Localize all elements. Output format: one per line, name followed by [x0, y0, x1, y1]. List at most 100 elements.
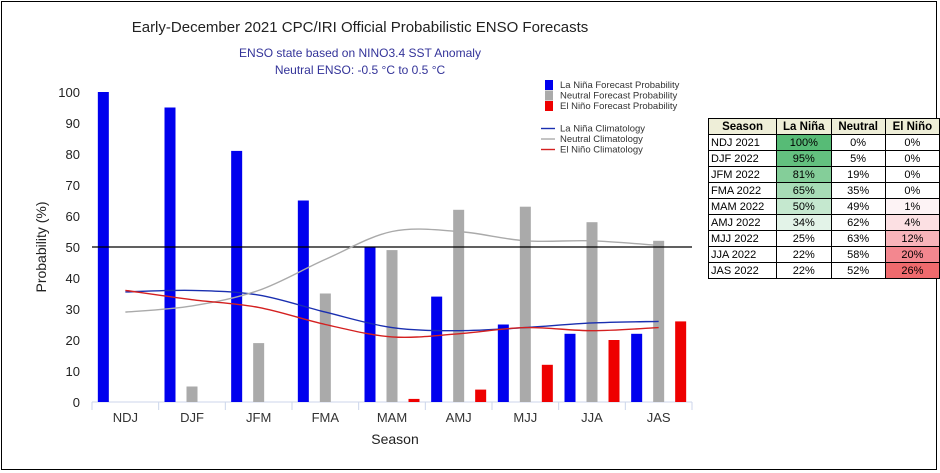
- neutral-cell: 19%: [830, 166, 886, 183]
- table-row: AMJ 2022 34% 62% 4%: [707, 214, 940, 231]
- header-neutral: Neutral: [830, 118, 886, 135]
- el-nino-cell: 0%: [884, 134, 940, 151]
- table-row: JAS 2022 22% 52% 26%: [707, 262, 940, 279]
- la-ni-a-forecast-probability-bar: [497, 324, 509, 402]
- neutral-forecast-probability-bar: [453, 209, 465, 402]
- la-ni-a-forecast-probability-bar: [631, 333, 643, 402]
- y-tick-label: 10: [66, 364, 80, 379]
- la-nina-cell: 50%: [776, 198, 832, 215]
- la-ni-a-forecast-probability-bar: [431, 296, 443, 402]
- el-ni-o-climatology-line: [125, 289, 659, 339]
- y-tick-label: 30: [66, 302, 80, 317]
- table-row: MJJ 2022 25% 63% 12%: [707, 230, 940, 247]
- la-ni-a-climatology-line: [125, 289, 659, 332]
- la-ni-a-forecast-probability-bar: [231, 150, 243, 402]
- la-nina-cell: 100%: [776, 134, 832, 151]
- header-season: Season: [707, 118, 778, 135]
- plot-area: 0 10 20 30 40 50 60 70 80 90 100 NDJ DJF JFM FMA MAM AMJ…: [58, 85, 693, 425]
- el-nino-cell: 4%: [884, 214, 940, 231]
- chart-subtitle-1: ENSO state based on NINO3.4 SST Anomaly: [239, 46, 481, 60]
- neutral-forecast-probability-bar: [319, 293, 331, 402]
- el-ni-o-forecast-probability-bar: [408, 398, 420, 402]
- table-row: JFM 2022 81% 19% 0%: [707, 166, 940, 183]
- el-ni-o-climatology-legend-label: El Niño Climatology: [560, 145, 643, 156]
- la-nina-cell: 95%: [776, 150, 832, 167]
- x-tick-label: NDJ: [113, 410, 138, 425]
- neutral-forecast-probability-bar: [519, 206, 531, 402]
- neutral-forecast-probability-bar: [586, 222, 598, 402]
- la-ni-a-forecast-probability-bar: [297, 200, 309, 402]
- season-cell: MJJ 2022: [707, 230, 778, 247]
- season-cell: DJF 2022: [707, 150, 778, 167]
- neutral-cell: 62%: [830, 214, 886, 231]
- neutral-climatology-legend-label: Neutral Climatology: [560, 134, 643, 145]
- la-ni-a-forecast-probability-legend-swatch: [545, 80, 553, 90]
- y-tick-label: 40: [66, 271, 80, 286]
- table-header-row: Season La Niña Neutral El Niño: [707, 118, 940, 135]
- el-nino-cell: 0%: [884, 150, 940, 167]
- x-tick-label: JAS: [647, 410, 671, 425]
- table-row: NDJ 2021 100% 0% 0%: [707, 134, 940, 151]
- table-row: DJF 2022 95% 5% 0%: [707, 150, 940, 167]
- la-ni-a-forecast-probability-bar: [164, 107, 176, 402]
- neutral-forecast-probability-bar: [186, 386, 198, 402]
- el-nino-cell: 12%: [884, 230, 940, 247]
- x-tick-label: JJA: [581, 410, 603, 425]
- neutral-cell: 63%: [830, 230, 886, 247]
- season-cell: JFM 2022: [707, 166, 778, 183]
- table-row: FMA 2022 65% 35% 0%: [707, 182, 940, 199]
- season-cell: AMJ 2022: [707, 214, 778, 231]
- y-tick-label: 20: [66, 333, 80, 348]
- x-axis-label: Season: [371, 431, 418, 447]
- y-tick-label: 0: [73, 395, 80, 410]
- neutral-forecast-probability-legend-label: Neutral Forecast Probability: [560, 91, 677, 102]
- x-tick-label: MJJ: [513, 410, 537, 425]
- neutral-cell: 52%: [830, 262, 886, 279]
- neutral-cell: 5%: [830, 150, 886, 167]
- el-ni-o-forecast-probability-legend-swatch: [545, 101, 553, 111]
- el-ni-o-forecast-probability-bar: [475, 389, 487, 402]
- el-ni-o-forecast-probability-legend-label: El Niño Forecast Probability: [560, 101, 677, 112]
- neutral-forecast-probability-bar: [386, 250, 398, 402]
- neutral-cell: 58%: [830, 246, 886, 263]
- table-row: MAM 2022 50% 49% 1%: [707, 198, 940, 215]
- x-tick-label: JFM: [246, 410, 271, 425]
- el-ni-o-forecast-probability-bar: [541, 364, 553, 402]
- la-nina-cell: 34%: [776, 214, 832, 231]
- header-el-nino: El Niño: [884, 118, 940, 135]
- chart-title: Early-December 2021 CPC/IRI Official Pro…: [132, 19, 589, 36]
- table-row: JJA 2022 22% 58% 20%: [707, 246, 940, 263]
- season-cell: NDJ 2021: [707, 134, 778, 151]
- la-ni-a-forecast-probability-bar: [364, 247, 376, 402]
- neutral-forecast-probability-legend-swatch: [545, 90, 553, 101]
- neutral-cell: 0%: [830, 134, 886, 151]
- header-la-nina: La Niña: [776, 118, 832, 135]
- neutral-forecast-probability-bar: [253, 343, 265, 402]
- season-cell: MAM 2022: [707, 198, 778, 215]
- x-tick-label: FMA: [312, 410, 340, 425]
- x-tick-label: DJF: [180, 410, 204, 425]
- probability-table: Season La Niña Neutral El Niño NDJ 2021 1…: [707, 118, 940, 279]
- season-cell: JJA 2022: [707, 246, 778, 263]
- y-tick-label: 60: [66, 209, 80, 224]
- la-nina-cell: 22%: [776, 246, 832, 263]
- la-ni-a-forecast-probability-bar: [564, 333, 576, 402]
- y-tick-label: 80: [66, 147, 80, 162]
- la-ni-a-climatology-legend-label: La Niña Climatology: [560, 124, 645, 135]
- la-ni-a-forecast-probability-legend-label: La Niña Forecast Probability: [560, 80, 680, 91]
- la-nina-cell: 25%: [776, 230, 832, 247]
- y-tick-label: 50: [66, 240, 80, 255]
- la-nina-cell: 22%: [776, 262, 832, 279]
- el-nino-cell: 20%: [884, 246, 940, 263]
- el-ni-o-forecast-probability-bar: [608, 340, 620, 402]
- el-ni-o-forecast-probability-bar: [675, 321, 687, 402]
- y-tick-label: 100: [58, 85, 80, 100]
- el-nino-cell: 26%: [884, 262, 940, 279]
- chart-subtitle-2: Neutral ENSO: -0.5 °C to 0.5 °C: [275, 63, 446, 77]
- season-cell: JAS 2022: [707, 262, 778, 279]
- neutral-cell: 35%: [830, 182, 886, 199]
- el-nino-cell: 0%: [884, 182, 940, 199]
- y-axis-label: Probability (%): [33, 201, 49, 292]
